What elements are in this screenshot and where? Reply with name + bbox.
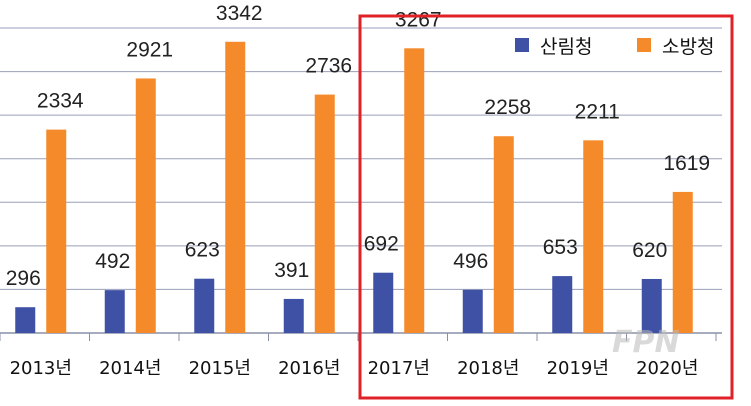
x-tick-label: 2018년 — [457, 358, 519, 379]
legend: 산림청 소방청 — [515, 36, 714, 58]
x-tick-label: 2015년 — [189, 358, 251, 379]
data-label-series2: 2334 — [37, 90, 84, 113]
highlight-box — [358, 14, 734, 400]
data-label-series1: 620 — [632, 239, 667, 262]
x-axis: 2013년 2014년 2015년 2016년 2017년 2018년 2019년 2020년 — [0, 333, 717, 379]
bar-series1 — [15, 307, 36, 333]
data-label-series1: 296 — [6, 267, 41, 290]
bar-series2 — [314, 94, 335, 333]
data-label-series2: 1619 — [663, 152, 710, 175]
data-label-series2: 2258 — [484, 96, 531, 119]
bar-series2 — [583, 140, 604, 333]
legend-swatch — [637, 38, 651, 52]
data-label-series1: 623 — [185, 239, 220, 262]
legend-swatch — [515, 38, 529, 52]
bar-series1 — [641, 278, 662, 333]
bar-series2 — [404, 48, 425, 333]
data-label-series2: 2921 — [126, 38, 173, 61]
bar-series2 — [135, 78, 156, 333]
bar-series1 — [462, 289, 483, 333]
x-tick-label: 2019년 — [547, 358, 609, 379]
data-label-series2: 2736 — [305, 55, 352, 78]
bar-series1 — [373, 272, 394, 333]
data-label-series1: 653 — [543, 236, 578, 259]
bars — [15, 41, 693, 334]
data-label-series2: 3342 — [216, 2, 263, 25]
x-tick-label: 2013년 — [10, 358, 72, 379]
bar-series2 — [493, 136, 514, 333]
data-label-series1: 692 — [364, 233, 399, 256]
bar-series1 — [552, 276, 573, 333]
bar-series1 — [194, 278, 215, 333]
bar-series1 — [104, 290, 125, 333]
bar-series1 — [283, 298, 304, 333]
value-labels: 296 2334 492 2921 623 3342 391 2736 692 3267 496 22… — [6, 2, 710, 290]
x-tick-label: 2020년 — [636, 358, 698, 379]
legend-label: 소방청 — [662, 36, 714, 58]
legend-label: 산림청 — [540, 36, 592, 58]
bar-series2 — [672, 191, 693, 333]
x-tick-label: 2016년 — [278, 358, 340, 379]
x-tick-label: 2014년 — [99, 358, 161, 379]
bar-series2 — [46, 129, 67, 333]
data-label-series1: 391 — [274, 259, 309, 282]
watermark-logo: FPN — [612, 325, 680, 360]
bar-series2 — [225, 41, 246, 334]
data-label-series2: 3267 — [395, 8, 442, 31]
data-label-series1: 492 — [95, 250, 130, 273]
x-tick-label: 2017년 — [368, 358, 430, 379]
data-label-series2: 2211 — [575, 100, 620, 123]
data-label-series1: 496 — [453, 250, 488, 273]
